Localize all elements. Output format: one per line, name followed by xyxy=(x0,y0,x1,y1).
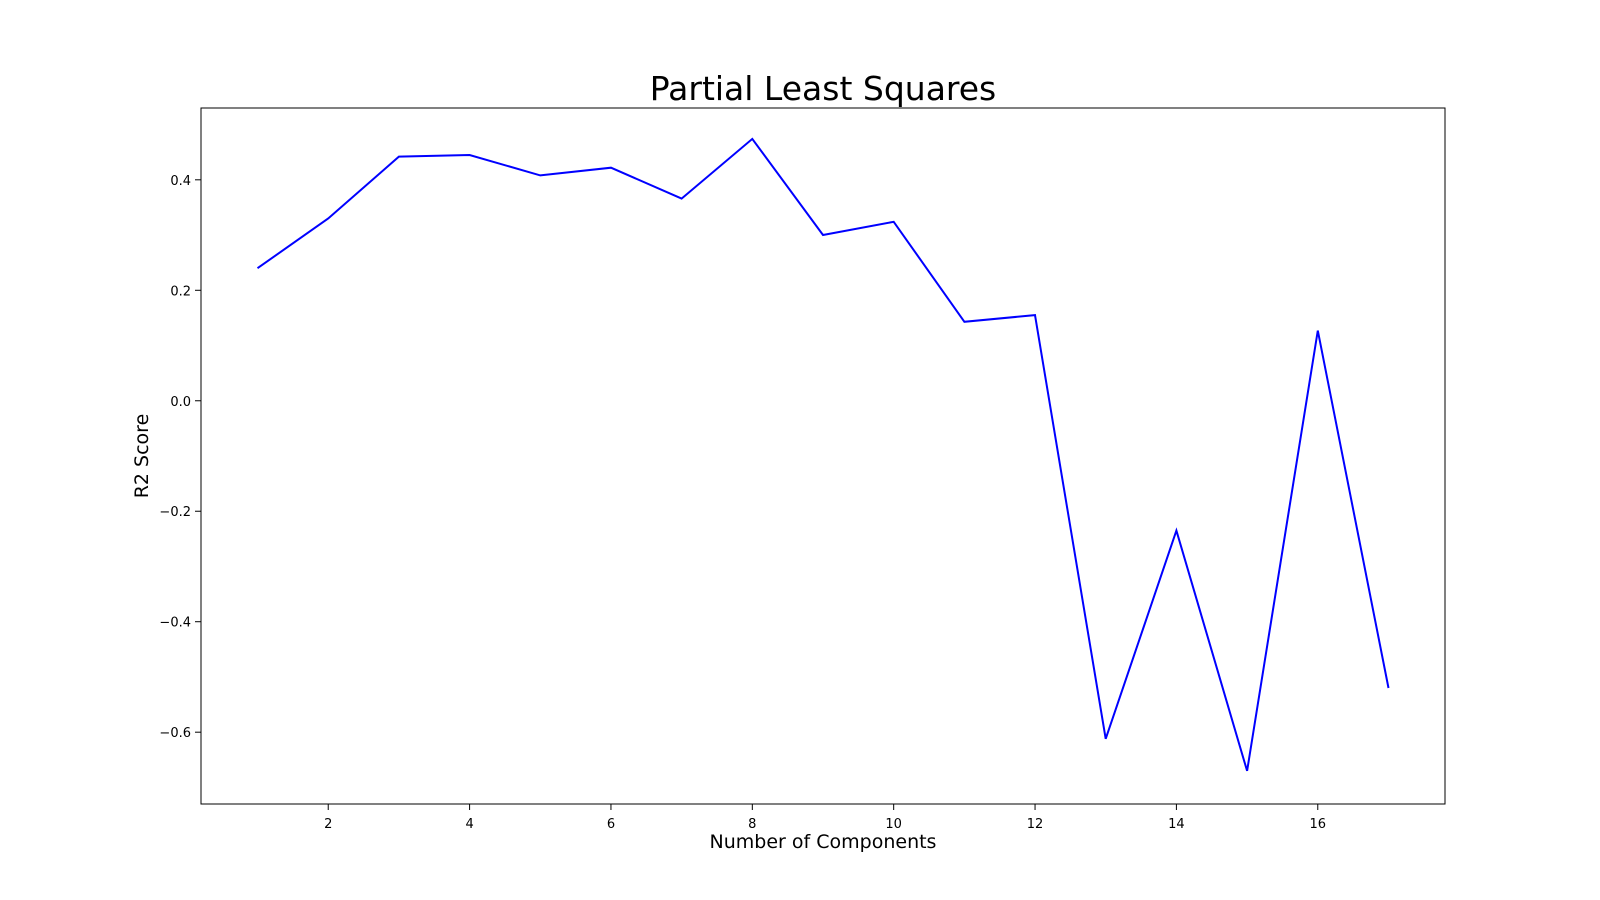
x-tick-label: 14 xyxy=(1168,817,1185,832)
y-axis-ticks: 0.4 0.2 0.0 −0.2 −0.4 −0.6 xyxy=(159,174,201,741)
x-tick-label: 6 xyxy=(607,817,615,832)
x-tick-label: 12 xyxy=(1027,817,1044,832)
x-tick-label: 16 xyxy=(1309,817,1326,832)
x-tick-label: 10 xyxy=(885,817,902,832)
series-line xyxy=(256,137,1390,772)
plot-area-frame xyxy=(200,107,1446,805)
x-axis-label: Number of Components xyxy=(710,831,937,853)
y-tick-label: 0.4 xyxy=(170,174,191,189)
x-tick-label: 2 xyxy=(324,817,332,832)
y-tick-label: −0.4 xyxy=(159,616,191,631)
chart-title: Partial Least Squares xyxy=(650,69,997,108)
y-tick-label: −0.2 xyxy=(159,505,191,520)
x-tick-label: 8 xyxy=(748,817,756,832)
y-tick-label: −0.6 xyxy=(159,726,191,741)
y-tick-label: 0.2 xyxy=(170,284,191,299)
y-axis-label: R2 Score xyxy=(131,414,153,499)
x-axis-ticks: 2 4 6 8 10 12 14 16 xyxy=(324,804,1326,832)
x-tick-label: 4 xyxy=(465,817,473,832)
y-tick-label: 0.0 xyxy=(170,395,191,410)
